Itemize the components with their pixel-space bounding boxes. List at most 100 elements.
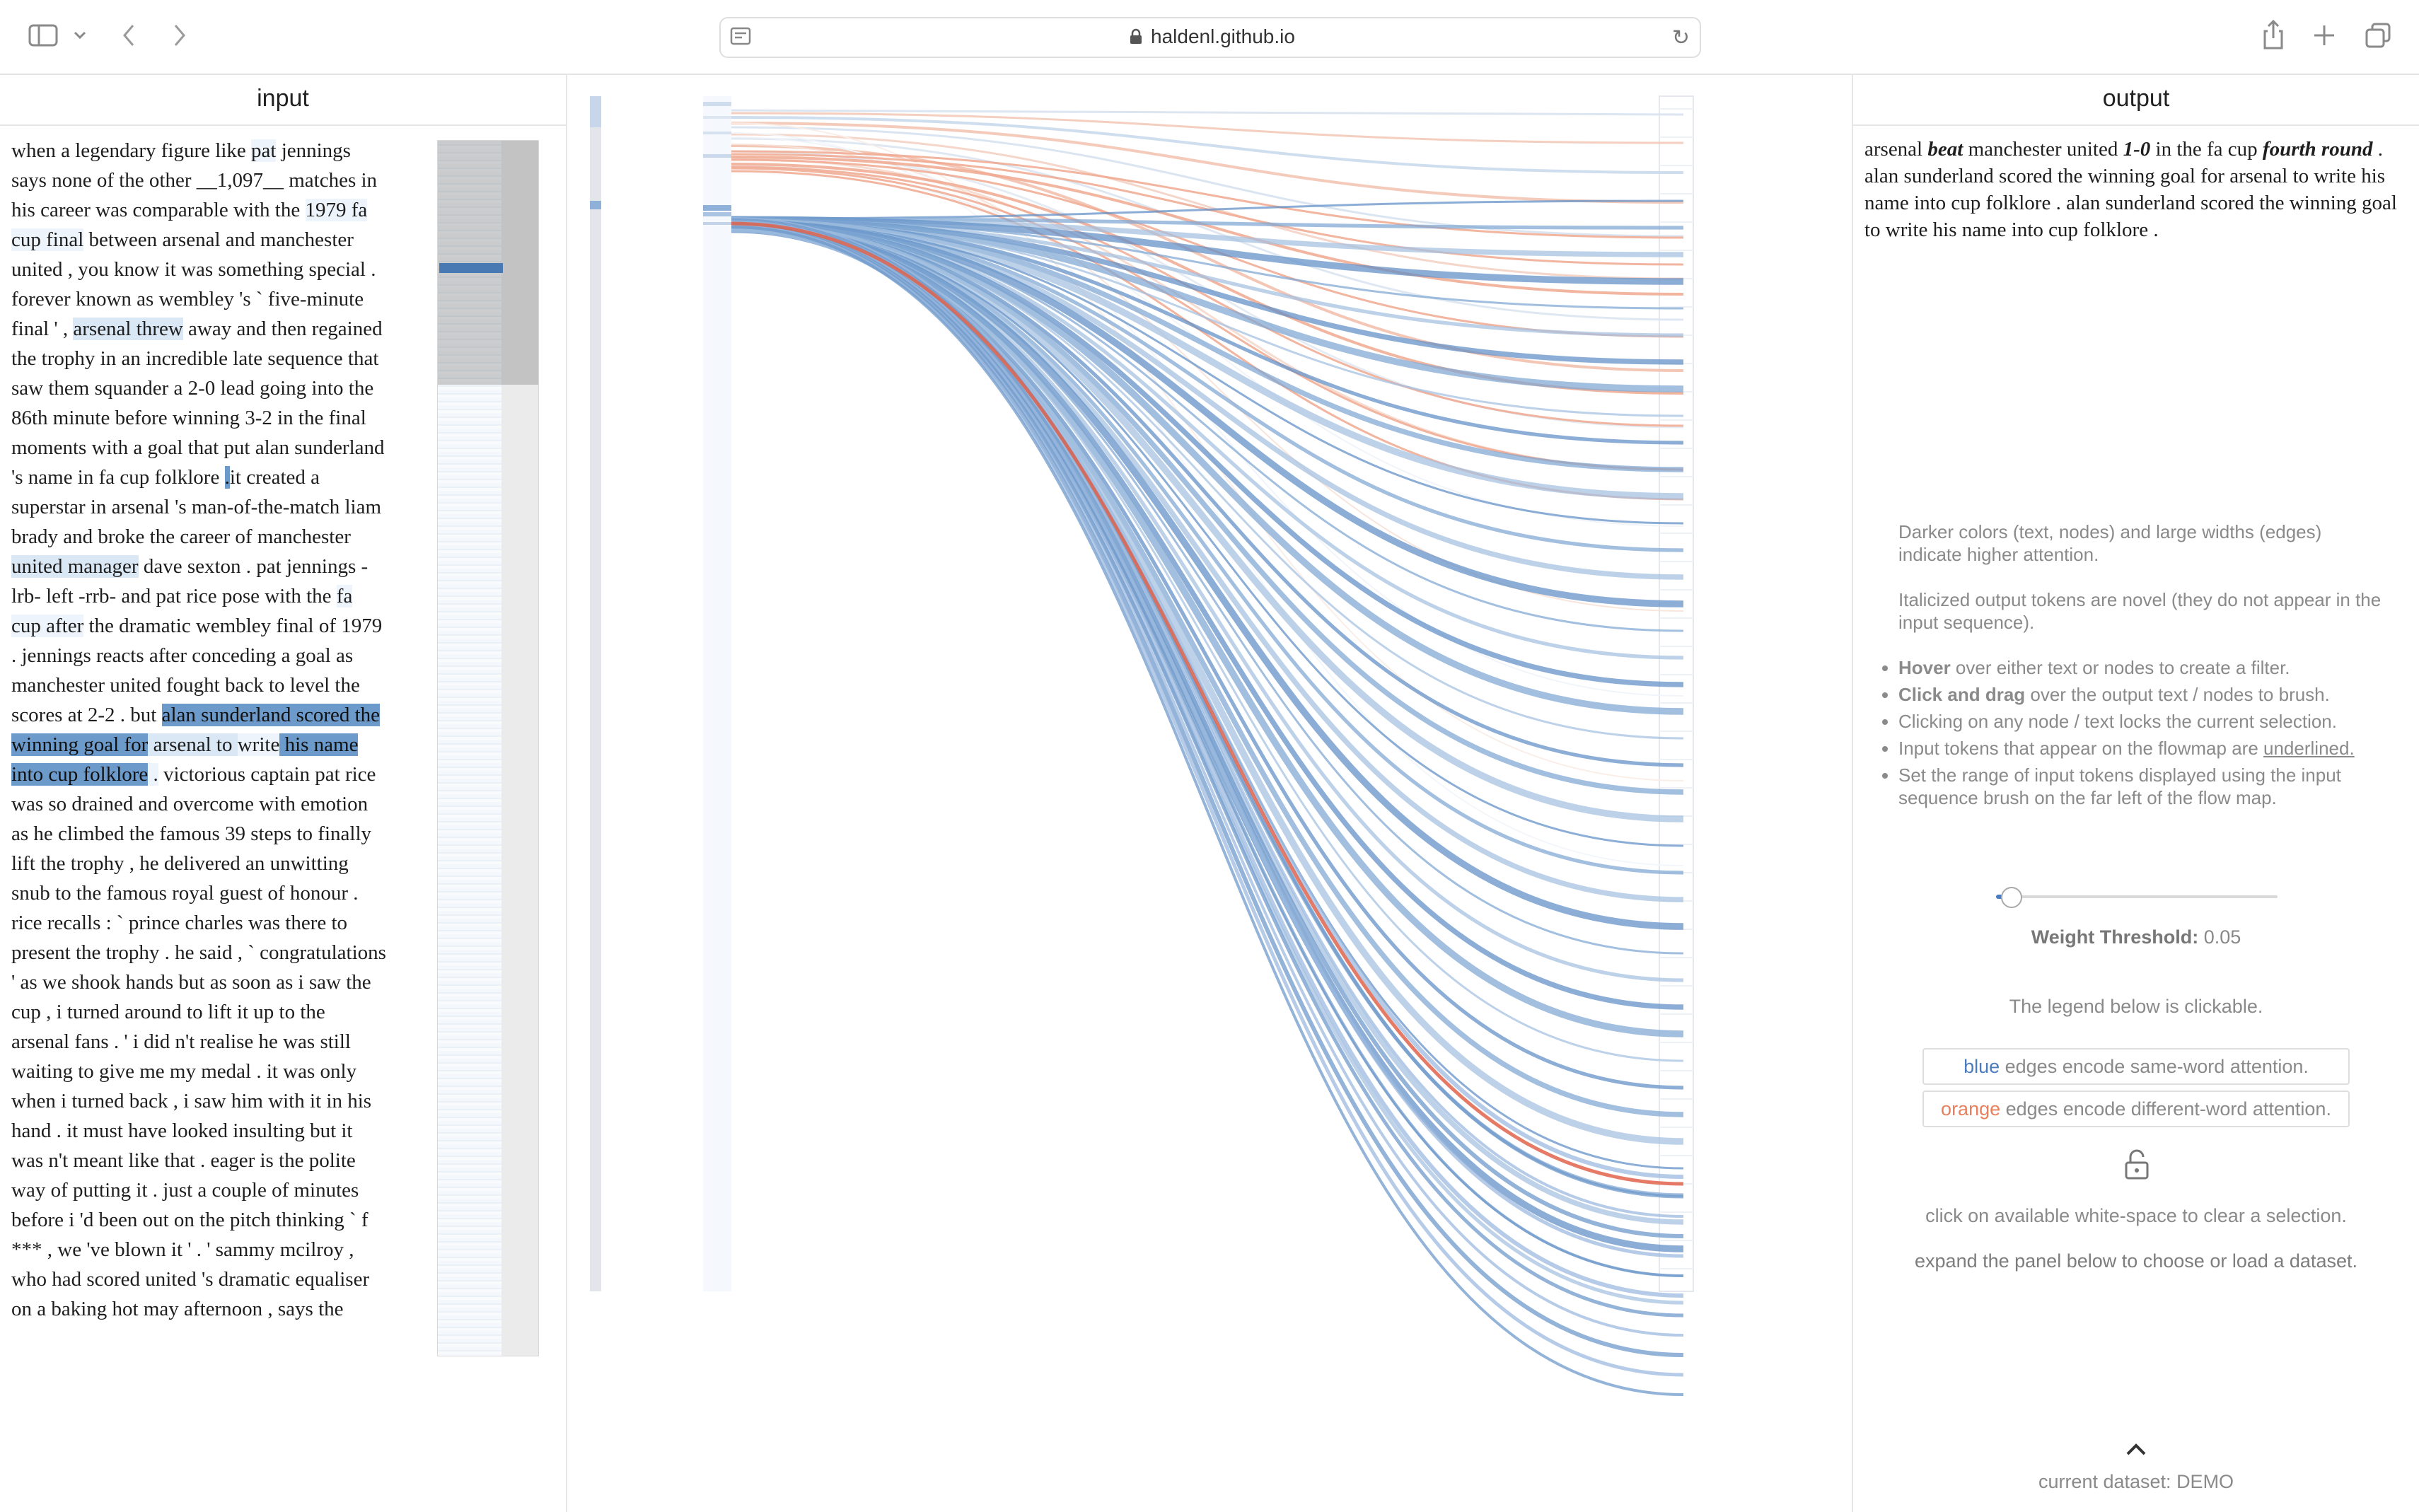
attention-edge-blue[interactable] xyxy=(731,220,1684,1258)
tabs-icon[interactable] xyxy=(2365,23,2391,48)
novel-output-token[interactable]: fourth round xyxy=(2262,138,2373,161)
input-token-span[interactable]: away and then regained the trophy in an … xyxy=(11,318,385,489)
input-node-column[interactable] xyxy=(703,96,731,1291)
help-list: Hover over either text or nodes to creat… xyxy=(1881,656,2394,813)
input-token-span[interactable]: the dramatic wembley final of 1979 . jen… xyxy=(11,615,383,726)
input-node[interactable] xyxy=(703,116,731,119)
help-novel-tokens: Italicized output tokens are novel (they… xyxy=(1898,589,2382,633)
output-text[interactable]: arsenal beat manchester united 1-0 in th… xyxy=(1864,136,2409,243)
attention-edge-orange[interactable] xyxy=(731,165,1684,427)
input-token-span[interactable]: . xyxy=(224,466,230,489)
output-token-span[interactable]: . alan sunderland scored the winning goa… xyxy=(1864,138,2397,241)
help-item-range: Set the range of input tokens displayed … xyxy=(1898,764,2394,809)
attention-edge-blue[interactable] xyxy=(731,226,1684,1396)
threshold-slider-track[interactable] xyxy=(1996,895,2278,898)
input-token-span[interactable]: arsenal threw xyxy=(73,318,183,340)
attention-edge-blue[interactable] xyxy=(731,217,1684,392)
minimap-highlight xyxy=(439,263,503,273)
help-item-hover: Hover over either text or nodes to creat… xyxy=(1898,656,2394,679)
flow-map[interactable] xyxy=(567,74,1852,1512)
help-item-underline: Input tokens that appear on the flowmap … xyxy=(1898,737,2394,760)
help-attention: Darker colors (text, nodes) and large wi… xyxy=(1898,521,2322,565)
attention-edge[interactable] xyxy=(731,116,1684,174)
output-token-span[interactable]: in the fa cup xyxy=(2150,138,2263,161)
flow-map-panel xyxy=(567,74,1853,1512)
input-token-span[interactable]: when a legendary figure like xyxy=(11,139,251,162)
clear-selection-note: click on available white-space to clear … xyxy=(1925,1205,2347,1226)
reload-icon[interactable]: ↻ xyxy=(1671,26,1690,50)
input-token-span[interactable]: write xyxy=(237,733,280,756)
attention-edge-blue[interactable] xyxy=(731,220,1684,715)
new-tab-icon[interactable] xyxy=(2313,24,2336,47)
legend-note: The legend below is clickable. xyxy=(2009,996,2263,1017)
attention-edge[interactable] xyxy=(731,112,1684,144)
attention-edge[interactable] xyxy=(731,144,1684,372)
input-node[interactable] xyxy=(703,132,731,134)
attention-edge-blue[interactable] xyxy=(731,225,1684,982)
forward-icon[interactable] xyxy=(173,24,187,47)
attention-edge[interactable] xyxy=(731,144,1684,612)
attention-edge-orange[interactable] xyxy=(731,156,1684,296)
input-minimap[interactable] xyxy=(437,140,539,1356)
back-icon[interactable] xyxy=(122,24,136,47)
attention-edge-blue[interactable] xyxy=(731,221,1684,822)
page-icon xyxy=(730,27,751,45)
attention-edge[interactable] xyxy=(731,126,1684,238)
attention-edge-blue[interactable] xyxy=(731,219,1684,1218)
attention-edge-blue[interactable] xyxy=(731,219,1684,417)
attention-edge[interactable] xyxy=(731,137,1684,321)
threshold-slider-handle[interactable] xyxy=(2000,887,2022,908)
attention-edge-blue[interactable] xyxy=(731,223,1684,875)
input-token-span[interactable]: it created a superstar in arsenal 's man… xyxy=(11,466,382,548)
attention-edge-blue[interactable] xyxy=(731,199,1684,220)
attention-edge-blue[interactable] xyxy=(731,223,1684,1337)
novel-output-token[interactable]: 1-0 xyxy=(2123,138,2151,161)
attention-edge-blue[interactable] xyxy=(731,218,1684,500)
chevron-down-icon[interactable] xyxy=(74,31,86,40)
attention-edge-blue[interactable] xyxy=(731,219,1684,607)
input-text[interactable]: when a legendary figure like pat jenning… xyxy=(11,136,386,1324)
novel-output-token[interactable]: beat xyxy=(1927,138,1963,161)
input-token-span[interactable]: between arsenal and manchester united , … xyxy=(11,228,376,340)
attention-edge-orange[interactable] xyxy=(731,150,1684,239)
legend-blue-button[interactable]: blue edges encode same-word attention. xyxy=(1922,1048,2350,1085)
input-token-span[interactable]: arsenal to xyxy=(148,733,238,756)
input-panel-title: input xyxy=(257,85,309,112)
input-node[interactable] xyxy=(703,102,731,106)
share-icon[interactable] xyxy=(2262,20,2285,50)
input-node[interactable] xyxy=(703,222,731,225)
input-token-span[interactable]: pat xyxy=(251,139,277,162)
input-token-span[interactable]: dave sexton . pat jennings -lrb- left -r… xyxy=(11,555,369,607)
input-token-span[interactable]: united manager xyxy=(11,555,139,578)
attention-edge[interactable] xyxy=(731,109,1684,116)
input-token-span[interactable]: . xyxy=(148,763,158,786)
attention-edge-blue[interactable] xyxy=(731,218,1684,1199)
sidebar-icon[interactable] xyxy=(28,24,58,47)
attention-edge-orange-strong[interactable] xyxy=(731,221,1684,1186)
input-token-span[interactable]: jennings says none of the other __1,097_… xyxy=(11,139,378,221)
output-token-span[interactable]: arsenal xyxy=(1864,138,1928,161)
attention-edge-blue[interactable] xyxy=(731,221,1684,632)
output-token-span[interactable]: manchester united xyxy=(1963,138,2123,161)
legend-orange-button[interactable]: orange edges encode different-word atten… xyxy=(1922,1091,2350,1127)
attention-edge-blue[interactable] xyxy=(731,216,1684,285)
attention-edge[interactable] xyxy=(731,133,1684,280)
input-node[interactable] xyxy=(703,154,731,158)
input-node[interactable] xyxy=(703,212,731,216)
minimap-brush[interactable] xyxy=(438,141,538,385)
input-token-span[interactable]: victorious captain pat rice was so drain… xyxy=(11,763,386,1320)
input-node[interactable] xyxy=(703,205,731,211)
attention-edge-blue[interactable] xyxy=(731,223,1684,930)
attention-edge-blue[interactable] xyxy=(731,219,1684,310)
url-text: haldenl.github.io xyxy=(1151,25,1295,47)
input-sequence-brush-selection[interactable] xyxy=(590,96,601,127)
unlock-icon[interactable] xyxy=(2124,1148,2150,1180)
attention-edge[interactable] xyxy=(731,122,1684,204)
divider xyxy=(0,124,566,126)
address-bar[interactable]: haldenl.github.io ↻ xyxy=(719,17,1701,58)
help-item-drag: Click and drag over the output text / no… xyxy=(1898,683,2394,706)
current-dataset: current dataset: DEMO xyxy=(2038,1471,2234,1492)
help-item-lock: Clicking on any node / text locks the cu… xyxy=(1898,710,2394,733)
chevron-up-icon[interactable] xyxy=(2125,1443,2147,1457)
input-sequence-brush[interactable] xyxy=(590,96,601,1291)
